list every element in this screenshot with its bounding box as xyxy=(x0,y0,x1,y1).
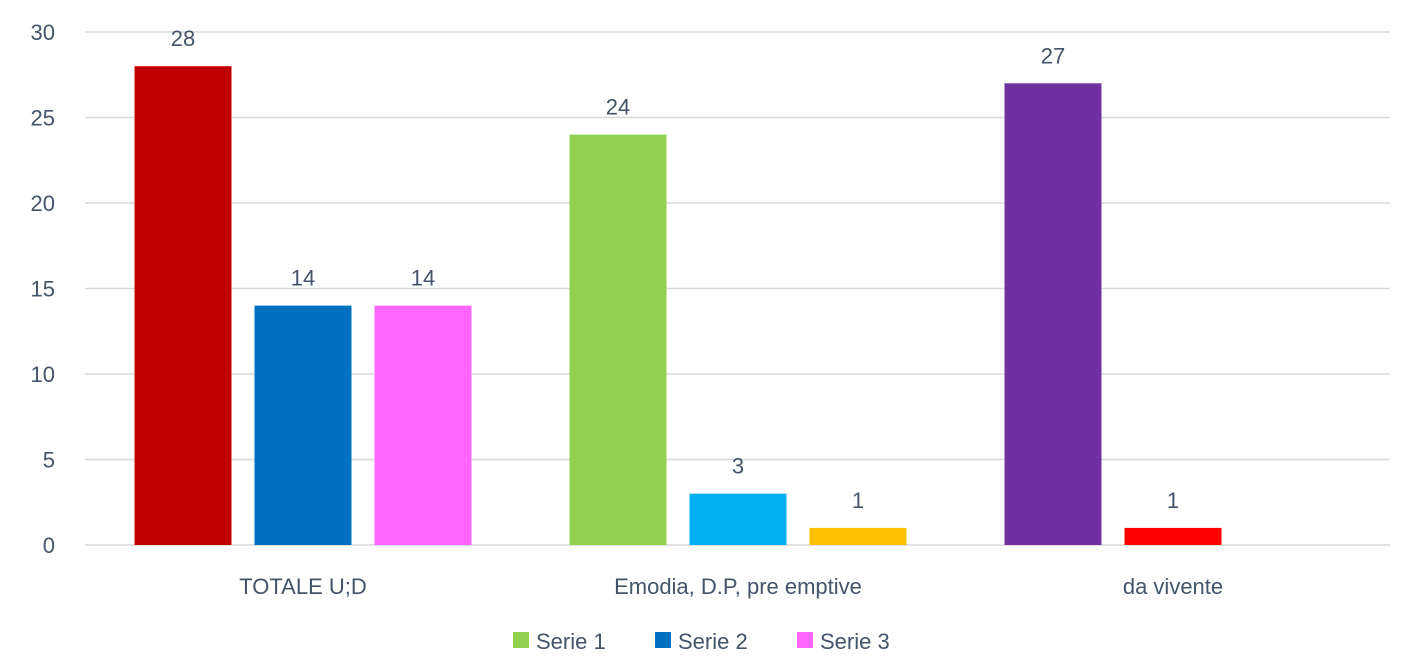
legend-item-1: Serie 1 xyxy=(513,629,606,654)
legend-swatch xyxy=(655,632,671,648)
legend-label: Serie 2 xyxy=(678,629,748,654)
data-label: 14 xyxy=(291,266,315,291)
bar-serie-1-3 xyxy=(1004,83,1102,546)
legend-item-3: Serie 3 xyxy=(797,629,890,654)
bar-serie-3-1 xyxy=(374,305,472,545)
data-label: 1 xyxy=(1167,488,1179,513)
data-labels: 28 14 14 24 3 1 27 1 xyxy=(171,26,1179,513)
legend-label: Serie 3 xyxy=(820,629,890,654)
legend: Serie 1 Serie 2 Serie 3 xyxy=(513,629,890,654)
y-tick-label: 0 xyxy=(43,533,55,558)
legend-label: Serie 1 xyxy=(536,629,606,654)
y-tick-label: 25 xyxy=(31,106,55,131)
data-label: 24 xyxy=(606,95,630,120)
bar-serie-1-1 xyxy=(134,66,232,545)
legend-swatch xyxy=(513,632,529,648)
bars xyxy=(134,66,1222,546)
y-tick-label: 5 xyxy=(43,448,55,473)
legend-swatch xyxy=(797,632,813,648)
bar-serie-2-1 xyxy=(254,305,352,545)
bar-serie-2-3 xyxy=(1124,527,1222,545)
data-label: 27 xyxy=(1041,43,1065,68)
y-tick-label: 30 xyxy=(31,20,55,45)
legend-item-2: Serie 2 xyxy=(655,629,748,654)
bar-serie-2-2 xyxy=(689,493,787,545)
category-label: Emodia, D.P, pre emptive xyxy=(614,574,862,599)
x-axis-categories: TOTALE U;D Emodia, D.P, pre emptive da viv… xyxy=(239,574,1223,599)
y-tick-label: 20 xyxy=(31,191,55,216)
data-label: 3 xyxy=(732,454,744,479)
data-label: 28 xyxy=(171,26,195,51)
category-label: da vivente xyxy=(1123,574,1223,599)
data-label: 14 xyxy=(411,266,435,291)
bar-serie-1-2 xyxy=(569,134,667,545)
category-label: TOTALE U;D xyxy=(239,574,367,599)
y-tick-label: 10 xyxy=(31,362,55,387)
data-label: 1 xyxy=(852,488,864,513)
bar-serie-3-2 xyxy=(809,527,907,545)
y-axis-ticks: 0 5 10 15 20 25 30 xyxy=(31,20,55,558)
y-tick-label: 15 xyxy=(31,277,55,302)
